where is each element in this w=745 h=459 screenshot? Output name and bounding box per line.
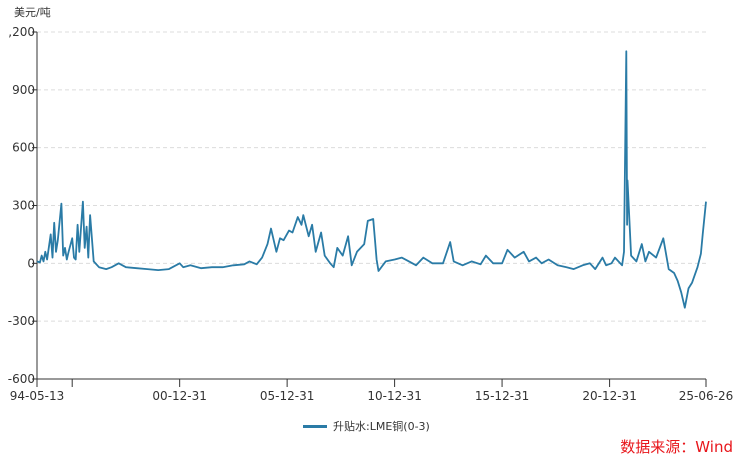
y-tick-label: 0 (27, 256, 35, 270)
legend-label: 升贴水:LME铜(0-3) (333, 420, 430, 433)
x-tick-label: 05-12-31 (260, 389, 314, 403)
source-note: 数据来源：Wind (620, 438, 733, 456)
x-tick-label: 94-05-13 (10, 389, 64, 403)
y-tick-label: ,200 (8, 25, 35, 39)
x-tick-label: 15-12-31 (475, 389, 529, 403)
series-line (36, 50, 707, 309)
legend[interactable]: 升贴水:LME铜(0-3) (303, 418, 430, 434)
y-tick-label: 300 (12, 199, 35, 213)
x-tick-label: 20-12-31 (582, 389, 636, 403)
x-tick-label: 10-12-31 (367, 389, 421, 403)
y-tick-label: -300 (8, 314, 35, 328)
y-tick-label: 600 (12, 141, 35, 155)
x-tick-label: 00-12-31 (152, 389, 206, 403)
y-tick-label: 900 (12, 83, 35, 97)
y-axis-unit: 美元/吨 (14, 6, 51, 19)
x-tick-label: 25-06-26 (679, 389, 733, 403)
legend-swatch (303, 424, 327, 428)
y-tick-label: -600 (8, 372, 35, 386)
